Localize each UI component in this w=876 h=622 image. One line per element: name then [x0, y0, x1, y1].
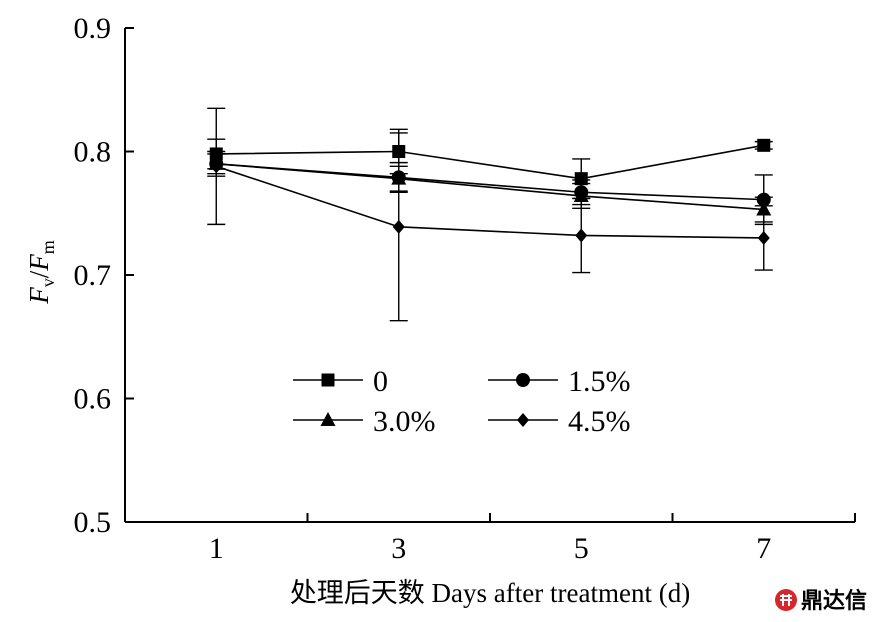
axes: [124, 28, 855, 523]
data-point: [574, 172, 588, 186]
y-axis-title-sub-1: v: [38, 278, 58, 287]
y-axis-title-sep: /: [24, 270, 54, 278]
y-tick-label: 0.8: [74, 136, 112, 169]
series-line: [215, 165, 764, 239]
y-tick-label: 0.7: [74, 259, 112, 292]
series-line: [216, 163, 764, 211]
y-axis-title: Fv/Fm: [24, 240, 58, 305]
legend-item: 3.0%: [293, 405, 436, 438]
legend-item: 4.5%: [488, 405, 631, 438]
legend-marker: [321, 373, 335, 387]
x-tick-label: 3: [391, 532, 406, 565]
legend-item: 1.5%: [488, 365, 631, 398]
series-layer: [207, 107, 773, 322]
legend-label: 1.5%: [568, 365, 631, 398]
y-tick-label: 0.6: [74, 383, 112, 416]
legend-item: 0: [293, 365, 388, 398]
y-tick-label: 0.5: [74, 506, 112, 539]
watermark-logo: 鼎达信: [775, 588, 867, 614]
y-ticks: 0.5 0.6 0.7 0.8 0.9: [74, 12, 134, 539]
x-axis-title: 处理后天数 Days after treatment (d): [290, 578, 690, 608]
legend-label: 4.5%: [568, 405, 631, 438]
y-axis-title-main-1: F: [24, 287, 54, 305]
legend-marker: [517, 413, 529, 427]
legend-marker: [516, 373, 530, 387]
data-point: [575, 228, 588, 243]
legend: 0 1.5% 3.0% 4.5%: [293, 365, 631, 438]
x-tick-label: 5: [574, 532, 589, 565]
legend-label: 0: [373, 365, 388, 398]
x-tick-label: 1: [209, 532, 224, 565]
series-4: [207, 107, 773, 322]
series-line: [216, 144, 764, 180]
x-ticks: 1 3 5 7: [209, 513, 856, 565]
data-point: [757, 138, 771, 152]
data-point: [392, 219, 405, 234]
legend-label: 3.0%: [373, 405, 436, 438]
legend-marker: [320, 412, 336, 426]
data-point: [757, 230, 770, 245]
y-tick-label: 0.9: [74, 12, 112, 45]
x-tick-label: 7: [756, 532, 771, 565]
watermark-text: 鼎达信: [801, 588, 867, 614]
y-axis-title-sub-2: m: [38, 240, 58, 254]
data-point: [210, 159, 223, 174]
series-3: [207, 153, 773, 223]
y-axis-title-main-2: F: [24, 254, 54, 272]
